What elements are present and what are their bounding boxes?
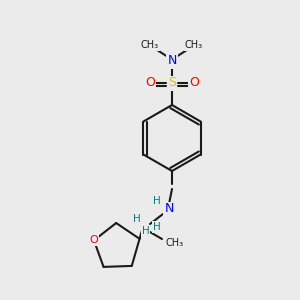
Text: H: H [133, 214, 141, 224]
Text: H: H [153, 222, 161, 232]
Text: H: H [142, 226, 149, 236]
Text: O: O [189, 76, 199, 89]
Text: O: O [90, 236, 98, 245]
Text: O: O [145, 76, 155, 89]
Text: CH₃: CH₃ [185, 40, 203, 50]
Text: H: H [153, 196, 161, 206]
Text: S: S [168, 76, 176, 89]
Text: CH₃: CH₃ [141, 40, 159, 50]
Text: CH₃: CH₃ [166, 238, 184, 248]
Text: N: N [164, 202, 174, 215]
Text: N: N [167, 55, 177, 68]
